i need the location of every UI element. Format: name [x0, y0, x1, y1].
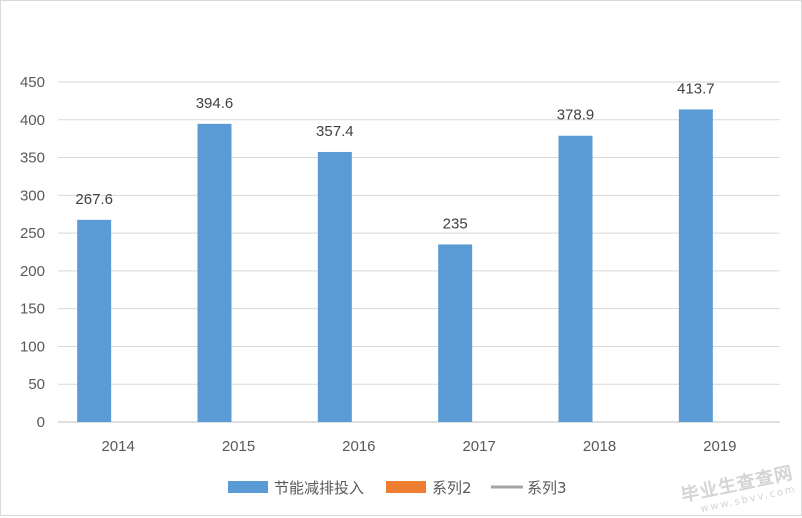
- bar-2018: [558, 135, 593, 422]
- data-label-2019: 413.7: [677, 80, 715, 97]
- bar-2014: [77, 219, 112, 422]
- legend-swatch-1: [228, 481, 268, 493]
- y-tick-label: 400: [20, 112, 45, 129]
- legend-label-1: 节能减排投入: [274, 479, 364, 497]
- bar-2016: [317, 151, 352, 422]
- y-tick-label: 50: [28, 376, 45, 393]
- x-tick-label-2015: 2015: [222, 438, 255, 455]
- legend-swatch-2: [386, 481, 426, 493]
- x-axis-ticks: 2014 2015 2016 2017 2018 2019: [101, 438, 736, 455]
- x-tick-label-2016: 2016: [342, 438, 375, 455]
- x-tick-label-2017: 2017: [462, 438, 495, 455]
- x-tick-label-2014: 2014: [101, 438, 134, 455]
- data-label-2017: 235: [443, 215, 468, 232]
- bars: [77, 109, 713, 422]
- y-tick-label: 200: [20, 263, 45, 280]
- data-label-2016: 357.4: [316, 123, 354, 140]
- data-label-2015: 394.6: [196, 95, 234, 112]
- y-tick-label: 450: [20, 74, 45, 91]
- y-tick-label: 300: [20, 187, 45, 204]
- legend-label-2: 系列2: [432, 479, 472, 497]
- bar-2015: [197, 123, 232, 422]
- bar-2017: [438, 244, 473, 422]
- legend-label-3: 系列3: [527, 479, 567, 497]
- data-label-2014: 267.6: [75, 191, 113, 208]
- y-tick-label: 0: [37, 414, 45, 431]
- gridlines: [58, 81, 780, 423]
- x-tick-label-2018: 2018: [583, 438, 616, 455]
- legend: 节能减排投入 系列2 系列3: [228, 479, 567, 497]
- data-label-2018: 378.9: [557, 107, 595, 124]
- x-tick-label-2019: 2019: [703, 438, 736, 455]
- data-labels: 267.6 394.6 357.4 235 378.9 413.7: [75, 80, 714, 232]
- y-tick-label: 250: [20, 225, 45, 242]
- bar-2019: [678, 109, 713, 422]
- y-tick-label: 350: [20, 150, 45, 167]
- y-axis-ticks: 0 50 100 150 200 250 300 350 400 450: [20, 74, 45, 431]
- y-tick-label: 100: [20, 338, 45, 355]
- y-tick-label: 150: [20, 301, 45, 318]
